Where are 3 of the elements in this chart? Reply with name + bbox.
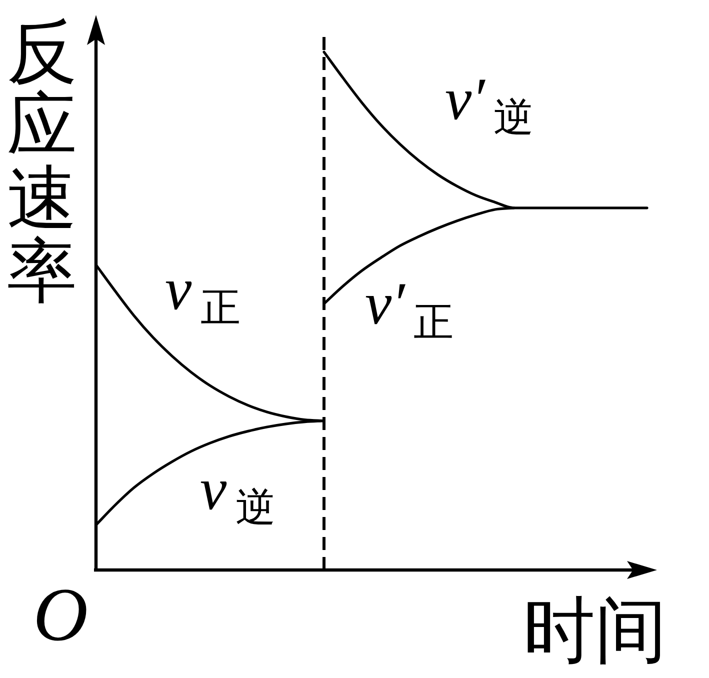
annotation: O (33, 573, 88, 657)
xlabel: 时间 (523, 591, 667, 671)
ylabel: 反应速率 (7, 15, 77, 311)
